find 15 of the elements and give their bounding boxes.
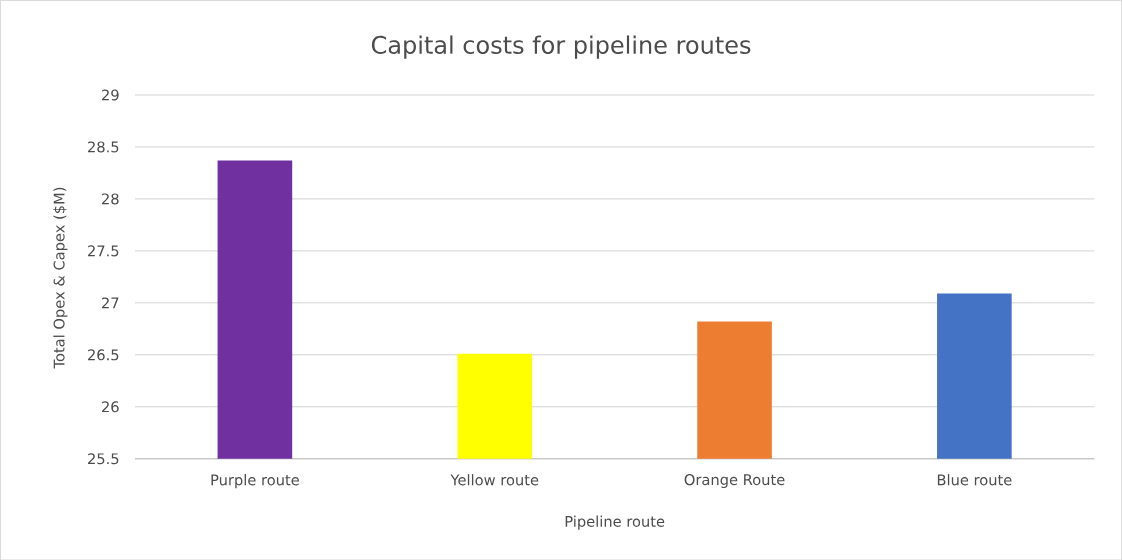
y-axis-title: Total Opex & Capex ($M) <box>53 187 68 369</box>
y-tick-label: 29 <box>102 89 119 101</box>
x-tick-label: Blue route <box>937 473 1012 486</box>
y-tick-label: 27 <box>102 297 119 309</box>
x-tick-label: Orange Route <box>684 473 785 488</box>
y-tick-label: 26.5 <box>88 349 119 361</box>
x-tick-label: Purple route <box>211 473 299 489</box>
y-tick-label: 27.5 <box>88 245 119 257</box>
y-tick-label: 28 <box>102 193 119 205</box>
y-tick-label: 28.5 <box>88 141 119 153</box>
x-axis-title: Pipeline route <box>565 515 665 530</box>
x-tick-label: Yellow route <box>450 473 539 486</box>
chart-title: Capital costs for pipeline routes <box>371 35 751 59</box>
y-tick-label: 25.5 <box>88 453 119 465</box>
y-tick-label: 26 <box>102 401 119 413</box>
